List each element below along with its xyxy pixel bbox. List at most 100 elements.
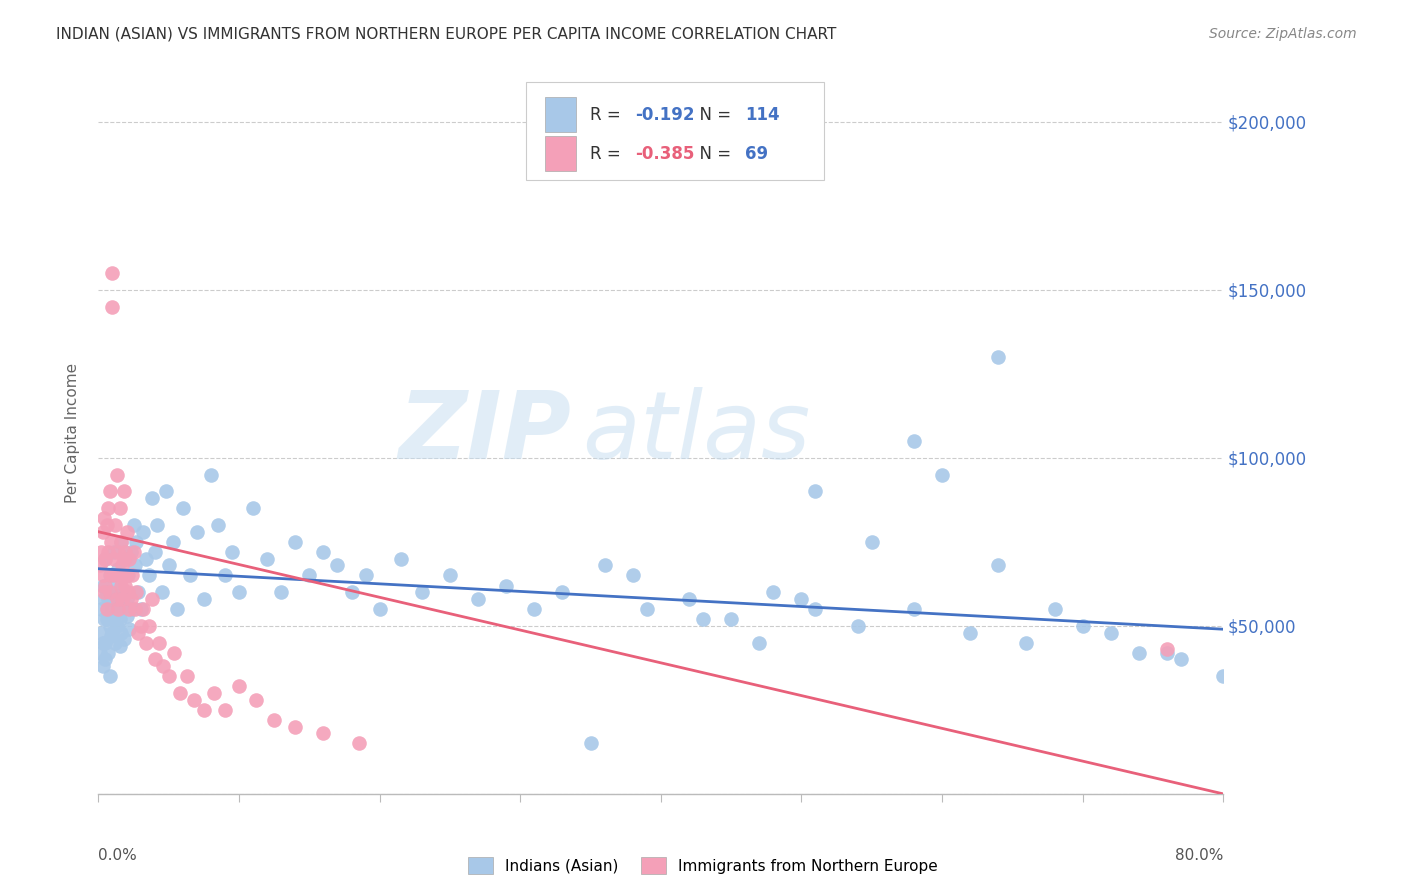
Point xyxy=(120,591,142,606)
Point xyxy=(89,558,111,573)
Point xyxy=(100,585,122,599)
Point xyxy=(124,558,146,573)
Y-axis label: Per Capita Income: Per Capita Income xyxy=(65,362,80,503)
Point xyxy=(467,591,489,606)
Point xyxy=(1212,669,1234,683)
Point xyxy=(96,585,118,599)
Point xyxy=(389,551,412,566)
Bar xyxy=(546,97,576,132)
Point xyxy=(124,602,146,616)
Point xyxy=(101,300,124,314)
Text: 80.0%: 80.0% xyxy=(1175,848,1223,863)
Point xyxy=(155,484,177,499)
Point xyxy=(125,534,148,549)
Point xyxy=(495,578,517,592)
Point xyxy=(115,568,138,582)
Point xyxy=(312,545,335,559)
Point xyxy=(804,602,827,616)
Point xyxy=(110,534,132,549)
Point xyxy=(245,693,267,707)
Point xyxy=(179,568,201,582)
Point xyxy=(108,568,131,582)
Point xyxy=(256,551,278,566)
Point xyxy=(1043,602,1066,616)
Point xyxy=(101,602,124,616)
Point xyxy=(228,585,250,599)
Point xyxy=(1099,625,1122,640)
Point xyxy=(93,585,115,599)
Point xyxy=(115,591,138,606)
Point xyxy=(1156,646,1178,660)
Point xyxy=(959,625,981,640)
Point xyxy=(621,568,644,582)
Point xyxy=(172,501,194,516)
Point xyxy=(105,467,128,482)
Point xyxy=(101,625,124,640)
Point xyxy=(101,266,124,280)
Point xyxy=(270,585,292,599)
Point xyxy=(146,518,169,533)
Point xyxy=(90,545,112,559)
Point xyxy=(931,467,953,482)
Point xyxy=(104,591,127,606)
Point xyxy=(122,545,145,559)
Point xyxy=(91,578,114,592)
Point xyxy=(1128,646,1150,660)
Point xyxy=(100,534,122,549)
Text: 114: 114 xyxy=(745,106,780,124)
Point xyxy=(193,591,215,606)
Text: Source: ZipAtlas.com: Source: ZipAtlas.com xyxy=(1209,27,1357,41)
Point xyxy=(98,585,121,599)
Point xyxy=(104,568,127,582)
Point xyxy=(105,575,128,590)
FancyBboxPatch shape xyxy=(526,82,824,180)
Point xyxy=(221,545,243,559)
Point xyxy=(96,518,118,533)
Point xyxy=(93,591,115,606)
Text: -0.192: -0.192 xyxy=(636,106,695,124)
Legend: Indians (Asian), Immigrants from Northern Europe: Indians (Asian), Immigrants from Norther… xyxy=(463,851,943,880)
Point xyxy=(96,612,118,626)
Point xyxy=(326,558,349,573)
Point xyxy=(103,545,125,559)
Point xyxy=(411,585,433,599)
Point xyxy=(91,659,114,673)
Point xyxy=(107,602,129,616)
Point xyxy=(103,551,125,566)
Point xyxy=(103,608,125,623)
Point xyxy=(115,524,138,539)
Point xyxy=(107,545,129,559)
Point xyxy=(121,602,143,616)
Point xyxy=(593,558,616,573)
Point xyxy=(138,619,160,633)
Point xyxy=(108,501,131,516)
Point xyxy=(112,484,135,499)
Point xyxy=(166,602,188,616)
Point xyxy=(790,591,813,606)
Point xyxy=(141,591,163,606)
Point xyxy=(860,534,883,549)
Point xyxy=(115,608,138,623)
Point xyxy=(104,518,127,533)
Point xyxy=(551,585,574,599)
Point xyxy=(150,585,173,599)
Point xyxy=(112,632,135,647)
Point xyxy=(132,524,155,539)
Point xyxy=(263,713,285,727)
Point xyxy=(105,619,128,633)
Point xyxy=(111,558,134,573)
Point xyxy=(125,585,148,599)
Text: 69: 69 xyxy=(745,145,768,162)
Point xyxy=(162,534,184,549)
Point xyxy=(110,578,132,592)
Point xyxy=(143,652,166,666)
Point xyxy=(138,568,160,582)
Point xyxy=(111,602,134,616)
Point xyxy=(94,652,117,666)
Point xyxy=(193,703,215,717)
Point xyxy=(903,434,925,448)
Point xyxy=(98,619,121,633)
Point xyxy=(118,622,141,636)
Point xyxy=(97,545,120,559)
Point xyxy=(284,720,307,734)
